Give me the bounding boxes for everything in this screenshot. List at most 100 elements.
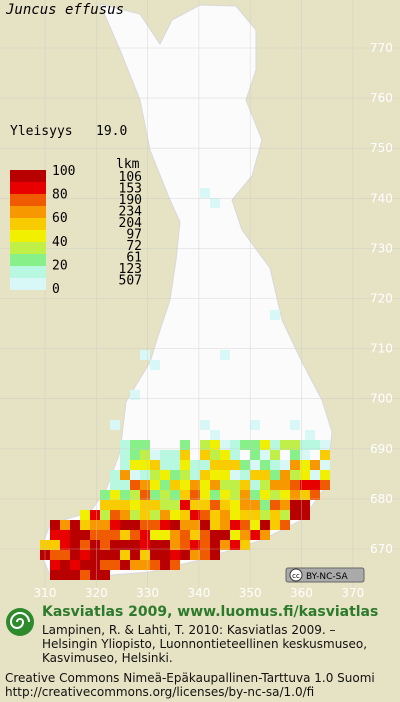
grid-cell bbox=[210, 460, 220, 470]
grid-cell bbox=[250, 510, 260, 520]
grid-cell bbox=[150, 490, 160, 500]
grid-cell bbox=[280, 490, 290, 500]
grid-cell bbox=[110, 490, 120, 500]
grid-cell bbox=[240, 440, 250, 450]
grid-cell bbox=[130, 560, 140, 570]
grid-cell bbox=[50, 520, 60, 530]
grid-cell bbox=[190, 490, 200, 500]
count: 106 bbox=[119, 170, 142, 185]
grid-cell bbox=[220, 520, 230, 530]
grid-cell bbox=[210, 430, 220, 440]
grid-cell bbox=[290, 460, 300, 470]
grid-cell bbox=[300, 450, 310, 460]
grid-cell bbox=[110, 500, 120, 510]
count: 61 bbox=[126, 251, 142, 266]
grid-cell bbox=[280, 470, 290, 480]
grid-cell bbox=[260, 470, 270, 480]
grid-cell bbox=[180, 470, 190, 480]
grid-cell bbox=[90, 540, 100, 550]
grid-cell bbox=[320, 450, 330, 460]
grid-cell bbox=[210, 520, 220, 530]
grid-cell bbox=[110, 470, 120, 480]
grid-cell bbox=[260, 520, 270, 530]
grid-cell bbox=[230, 520, 240, 530]
grid-cell bbox=[200, 188, 210, 198]
grid-cell bbox=[230, 500, 240, 510]
y-label: 710 bbox=[370, 342, 393, 356]
grid-cell bbox=[280, 460, 290, 470]
grid-cell bbox=[70, 530, 80, 540]
frequency-label: Yleisyys bbox=[10, 124, 73, 139]
grid-cell bbox=[130, 490, 140, 500]
grid-cell bbox=[220, 350, 230, 360]
grid-cell bbox=[170, 450, 180, 460]
y-label: 760 bbox=[370, 91, 393, 105]
grid-cell bbox=[230, 460, 240, 470]
grid-cell bbox=[160, 520, 170, 530]
grid-cell bbox=[230, 450, 240, 460]
grid-cell bbox=[190, 550, 200, 560]
grid-cell bbox=[260, 490, 270, 500]
grid-cell bbox=[60, 570, 70, 580]
grid-cell bbox=[180, 500, 190, 510]
grid-cell bbox=[250, 530, 260, 540]
grid-cell bbox=[160, 460, 170, 470]
grid-cell bbox=[230, 470, 240, 480]
grid-cell bbox=[110, 420, 120, 430]
grid-cell bbox=[310, 440, 320, 450]
y-label: 680 bbox=[370, 492, 393, 506]
grid-cell bbox=[100, 550, 110, 560]
grid-cell bbox=[250, 470, 260, 480]
grid-cell bbox=[170, 550, 180, 560]
logo bbox=[6, 608, 34, 636]
grid-cell bbox=[240, 530, 250, 540]
grid-cell bbox=[305, 430, 315, 440]
grid-cell bbox=[230, 490, 240, 500]
grid-cell bbox=[70, 540, 80, 550]
grid-cell bbox=[180, 490, 190, 500]
grid-cell bbox=[170, 530, 180, 540]
grid-cell bbox=[270, 450, 280, 460]
x-label: 350 bbox=[239, 586, 262, 600]
grid-cell bbox=[200, 450, 210, 460]
grid-cell bbox=[80, 570, 90, 580]
grid-cell bbox=[80, 510, 90, 520]
grid-cell bbox=[250, 480, 260, 490]
grid-cell bbox=[80, 550, 90, 560]
grid-cell bbox=[160, 550, 170, 560]
legend-swatch bbox=[10, 266, 46, 278]
grid-cell bbox=[100, 510, 110, 520]
grid-cell bbox=[110, 550, 120, 560]
grid-cell bbox=[310, 460, 320, 470]
grid-cell bbox=[90, 530, 100, 540]
grid-cell bbox=[50, 560, 60, 570]
grid-cell bbox=[130, 520, 140, 530]
grid-cell bbox=[300, 470, 310, 480]
grid-cell bbox=[120, 480, 130, 490]
species-name: Juncus effusus bbox=[5, 2, 124, 18]
grid-cell bbox=[100, 560, 110, 570]
grid-cell bbox=[150, 560, 160, 570]
grid-cell bbox=[290, 450, 300, 460]
scale-label: 100 bbox=[52, 164, 75, 179]
grid-cell bbox=[230, 440, 240, 450]
legend-swatch bbox=[10, 218, 46, 230]
grid-cell bbox=[80, 530, 90, 540]
grid-cell bbox=[290, 440, 300, 450]
grid-cell bbox=[140, 470, 150, 480]
grid-cell bbox=[220, 530, 230, 540]
grid-cell bbox=[200, 460, 210, 470]
grid-cell bbox=[190, 530, 200, 540]
grid-cell bbox=[300, 440, 310, 450]
grid-cell bbox=[100, 490, 110, 500]
legend-swatch bbox=[10, 170, 46, 182]
count: 190 bbox=[119, 193, 142, 208]
grid-cell bbox=[150, 360, 160, 370]
grid-cell bbox=[220, 500, 230, 510]
grid-cell bbox=[240, 520, 250, 530]
grid-cell bbox=[130, 530, 140, 540]
grid-cell bbox=[250, 420, 260, 430]
grid-cell bbox=[220, 440, 230, 450]
count-header: lkm bbox=[116, 157, 140, 172]
scale-label: 20 bbox=[52, 258, 68, 273]
